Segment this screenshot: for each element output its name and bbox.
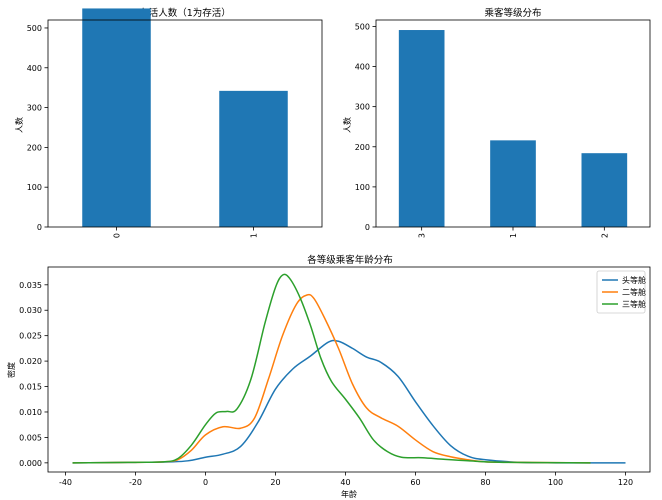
legend-label: 头等舱 [622, 275, 646, 285]
bar-1 [219, 90, 288, 227]
bar-0 [82, 8, 151, 228]
y-tick-label: 100 [27, 183, 42, 192]
y-tick-label: 0 [365, 223, 370, 232]
x-tick-label: 0 [113, 233, 122, 238]
bar-3 [398, 30, 445, 228]
y-tick-label: 400 [27, 64, 42, 73]
x-tick-label: -20 [129, 478, 142, 487]
x-tick-label: 40 [340, 478, 350, 487]
x-tick-label: 1 [509, 233, 518, 238]
class-chart-frame [375, 19, 651, 228]
bar-1 [490, 140, 536, 227]
y-tick-label: 200 [355, 143, 370, 152]
survival-chart-frame [47, 19, 323, 228]
class-chart: 乘客等级分布 人数 3 1 2 0 100 200 300 400 500 [342, 7, 651, 238]
y-tick-label: 400 [355, 63, 370, 72]
y-tick-label: 0.010 [19, 408, 42, 417]
y-tick-label: 0 [37, 223, 42, 232]
y-tick-label: 500 [27, 24, 42, 33]
y-tick-label: 0.030 [19, 306, 42, 315]
age-density-chart-ylabel: 密度 [6, 362, 16, 378]
y-tick-label: 300 [355, 103, 370, 112]
class-chart-ylabel: 人数 [342, 117, 352, 133]
density-line-2 [72, 293, 591, 464]
x-tick-label: 3 [418, 233, 427, 238]
y-tick-label: 300 [27, 104, 42, 113]
x-tick-label: 1 [250, 233, 259, 238]
age-density-chart-xlabel: 年龄 [341, 489, 357, 499]
survival-chart: 存活人数（1为存活） 人数 0 1 0 100 200 300 400 500 [14, 7, 323, 238]
x-tick-label: 2 [600, 233, 609, 238]
y-tick-label: 100 [355, 183, 370, 192]
x-tick-label: 80 [480, 478, 490, 487]
x-tick-label: 0 [203, 478, 208, 487]
bar-2 [581, 153, 628, 227]
survival-chart-ylabel: 人数 [14, 117, 24, 133]
age-density-chart-frame [47, 266, 651, 473]
x-tick-label: -40 [59, 478, 72, 487]
y-tick-label: 200 [27, 143, 42, 152]
survival-chart-title: 存活人数（1为存活） [139, 7, 231, 19]
x-tick-label: 60 [410, 478, 420, 487]
legend-label: 三等舱 [622, 299, 646, 309]
y-tick-label: 0.025 [19, 332, 42, 341]
y-tick-label: 0.005 [19, 433, 42, 442]
legend-box [596, 270, 646, 314]
legend-label: 二等舱 [622, 287, 646, 297]
y-tick-label: 0.035 [19, 281, 42, 290]
y-tick-label: 500 [355, 22, 370, 31]
class-chart-title: 乘客等级分布 [484, 7, 541, 19]
age-density-chart: 各等级乘客年龄分布 密度 年龄 -40 -20 0 20 40 60 80 100 120 0.0… [6, 254, 651, 499]
x-tick-label: 20 [270, 478, 280, 487]
y-tick-label: 0.020 [19, 357, 42, 366]
age-density-chart-title: 各等级乘客年龄分布 [307, 254, 393, 266]
y-tick-label: 0.015 [19, 383, 42, 392]
density-line-1 [72, 339, 626, 464]
y-tick-label: 0.000 [19, 459, 42, 468]
x-tick-label: 120 [618, 478, 633, 487]
x-tick-label: 100 [548, 478, 563, 487]
density-line-3 [72, 273, 591, 464]
